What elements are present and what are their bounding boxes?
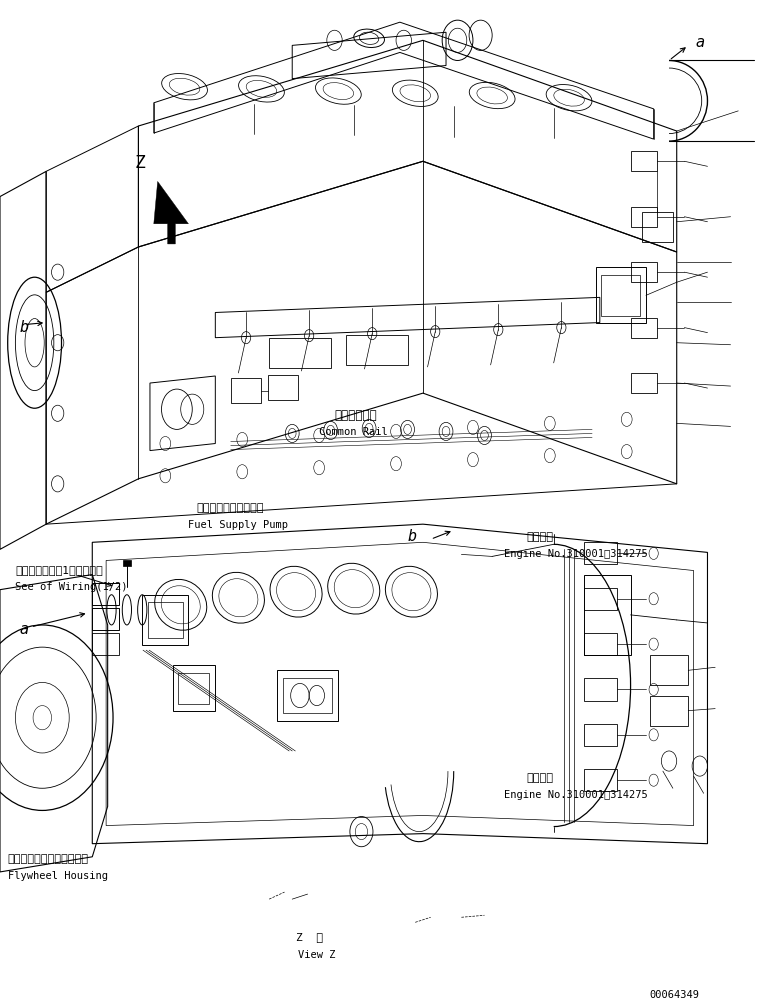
Bar: [601, 275, 640, 316]
Text: Fuel Supply Pump: Fuel Supply Pump: [188, 520, 288, 530]
Bar: [142, 595, 188, 645]
Text: フライホイールハウジング: フライホイールハウジング: [8, 854, 88, 864]
Bar: [650, 696, 688, 726]
Bar: [584, 769, 617, 791]
Text: ワイヤリング（1／２）参照: ワイヤリング（1／２）参照: [15, 564, 103, 575]
Bar: [283, 678, 332, 713]
Bar: [231, 378, 261, 403]
Bar: [584, 542, 617, 564]
Text: 適用号機: 適用号機: [527, 773, 554, 783]
Bar: [148, 602, 183, 638]
Text: Engine No.310001～314275: Engine No.310001～314275: [504, 549, 647, 559]
Text: b: b: [408, 529, 417, 543]
Bar: [346, 335, 408, 365]
Bar: [92, 608, 119, 630]
Bar: [631, 262, 657, 282]
Text: フェルサプライポンプ: フェルサプライポンプ: [196, 503, 264, 513]
Bar: [642, 212, 673, 242]
Bar: [123, 560, 131, 566]
Text: a: a: [696, 35, 705, 49]
Text: See of Wiring(1/2): See of Wiring(1/2): [15, 582, 128, 592]
Bar: [173, 665, 215, 711]
Bar: [596, 267, 646, 323]
Bar: [631, 318, 657, 338]
Text: 00064349: 00064349: [650, 990, 700, 1000]
Bar: [584, 588, 617, 610]
Text: コモンレール: コモンレール: [335, 409, 378, 421]
Bar: [584, 678, 617, 701]
Polygon shape: [154, 181, 188, 244]
Bar: [269, 338, 331, 368]
Text: Z  視: Z 視: [296, 932, 323, 942]
Text: Z: Z: [135, 154, 145, 172]
Bar: [631, 373, 657, 393]
Bar: [584, 575, 631, 655]
Bar: [277, 670, 338, 721]
Text: Flywheel Housing: Flywheel Housing: [8, 871, 108, 881]
Text: 適用号機: 適用号機: [527, 532, 554, 542]
Bar: [631, 207, 657, 227]
Bar: [631, 151, 657, 171]
Bar: [650, 655, 688, 685]
Bar: [584, 633, 617, 655]
Bar: [584, 724, 617, 746]
Bar: [92, 633, 119, 655]
Bar: [92, 583, 119, 605]
Text: b: b: [19, 321, 28, 335]
Text: Engine No.310001～314275: Engine No.310001～314275: [504, 790, 647, 800]
Bar: [268, 375, 298, 400]
Text: View Z: View Z: [298, 950, 335, 960]
Bar: [178, 673, 209, 704]
Text: a: a: [19, 623, 28, 637]
Text: Common Rail: Common Rail: [319, 427, 388, 437]
